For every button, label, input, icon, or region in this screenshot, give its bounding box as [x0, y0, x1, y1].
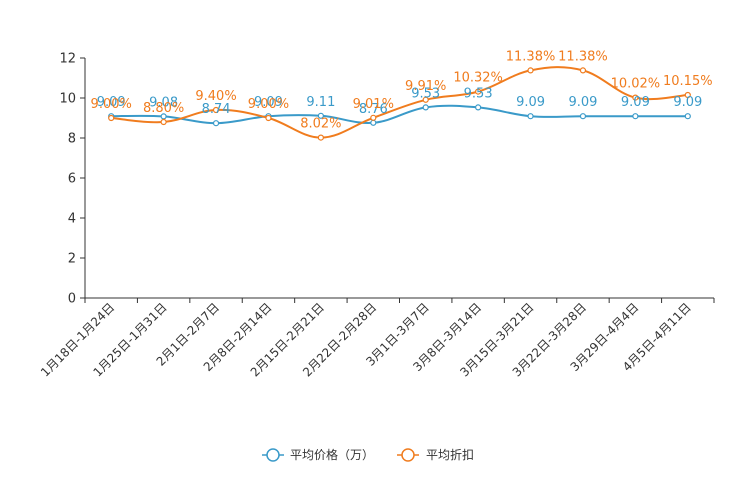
data-point-discount	[160, 118, 167, 126]
data-point-discount	[212, 106, 220, 114]
data-label-discount: 10.32%	[453, 71, 503, 86]
legend: 平均价格（万） 平均折扣	[262, 447, 474, 462]
data-label-discount: 10.15%	[663, 74, 713, 89]
legend-label-price: 平均价格（万）	[290, 447, 374, 462]
axes	[84, 58, 714, 299]
data-label-discount: 9.00%	[91, 97, 132, 112]
data-point-discount	[579, 67, 587, 74]
data-label-discount: 9.91%	[405, 79, 446, 94]
data-label-discount: 8.02%	[300, 117, 341, 132]
data-label-discount: 9.40%	[195, 89, 236, 104]
data-label-price: 9.09	[254, 95, 283, 110]
data-label-price: 9.09	[673, 95, 702, 110]
y-tick-label: 0	[68, 292, 76, 307]
y-axis-ticks: 0 2 4 6 8 10 12	[59, 52, 85, 307]
series-line-price	[111, 104, 688, 125]
data-point-discount	[265, 114, 272, 122]
data-point-price	[317, 112, 324, 119]
y-tick-label: 6	[68, 172, 76, 187]
data-point-price	[475, 104, 482, 111]
data-point-discount	[475, 88, 482, 95]
legend-marker-price	[266, 448, 280, 462]
data-point-price	[212, 120, 220, 127]
data-point-discount	[370, 114, 377, 121]
data-label-price: 9.09	[568, 95, 597, 110]
data-labels: 9.09 9.08 8.74 9.09 9.11 8.76 9.53 9.53 9.09 9.09…	[91, 49, 713, 131]
data-point-discount	[527, 67, 534, 74]
data-label-price: 9.09	[97, 95, 126, 110]
data-label-discount: 10.02%	[611, 77, 661, 92]
data-point-discount	[317, 134, 324, 141]
data-label-price: 9.09	[621, 95, 650, 110]
data-label-price: 9.53	[411, 86, 440, 101]
data-label-discount: 9.00%	[248, 97, 289, 112]
data-point-price	[370, 119, 377, 126]
series-line-discount	[111, 66, 688, 139]
data-point-discount	[632, 94, 639, 101]
data-point-price	[422, 104, 429, 111]
x-axis-ticks: 1月18日-1月24日1月25日-1月31日2月1日-2月7日2月8日-2月14…	[38, 298, 715, 380]
data-point-price	[684, 113, 691, 120]
series-group	[108, 66, 691, 141]
data-label-price: 9.08	[149, 95, 178, 110]
legend-label-discount: 平均折扣	[426, 447, 474, 462]
data-label-price: 8.76	[359, 102, 388, 117]
data-label-price: 8.74	[202, 102, 231, 117]
data-point-price	[579, 113, 587, 120]
data-label-price: 9.11	[306, 95, 335, 110]
data-point-discount	[108, 114, 115, 122]
data-label-price: 9.09	[516, 95, 545, 110]
y-tick-label: 12	[59, 52, 76, 67]
data-point-price	[527, 113, 534, 120]
data-label-discount: 11.38%	[506, 49, 556, 64]
data-label-discount: 11.38%	[558, 49, 608, 64]
y-tick-label: 4	[68, 212, 76, 227]
data-label-price: 9.53	[464, 86, 493, 101]
data-point-discount	[422, 96, 429, 103]
data-label-discount: 9.01%	[353, 97, 394, 112]
legend-marker-discount	[401, 448, 415, 462]
data-point-discount	[684, 91, 691, 99]
y-tick-label: 8	[68, 132, 76, 147]
legend-item-discount[interactable]: 平均折扣	[397, 447, 474, 462]
y-tick-label: 2	[68, 252, 76, 267]
legend-item-price[interactable]: 平均价格（万）	[262, 447, 374, 462]
data-point-price	[632, 113, 639, 120]
y-tick-label: 10	[59, 92, 76, 107]
data-label-discount: 8.80%	[143, 101, 184, 116]
